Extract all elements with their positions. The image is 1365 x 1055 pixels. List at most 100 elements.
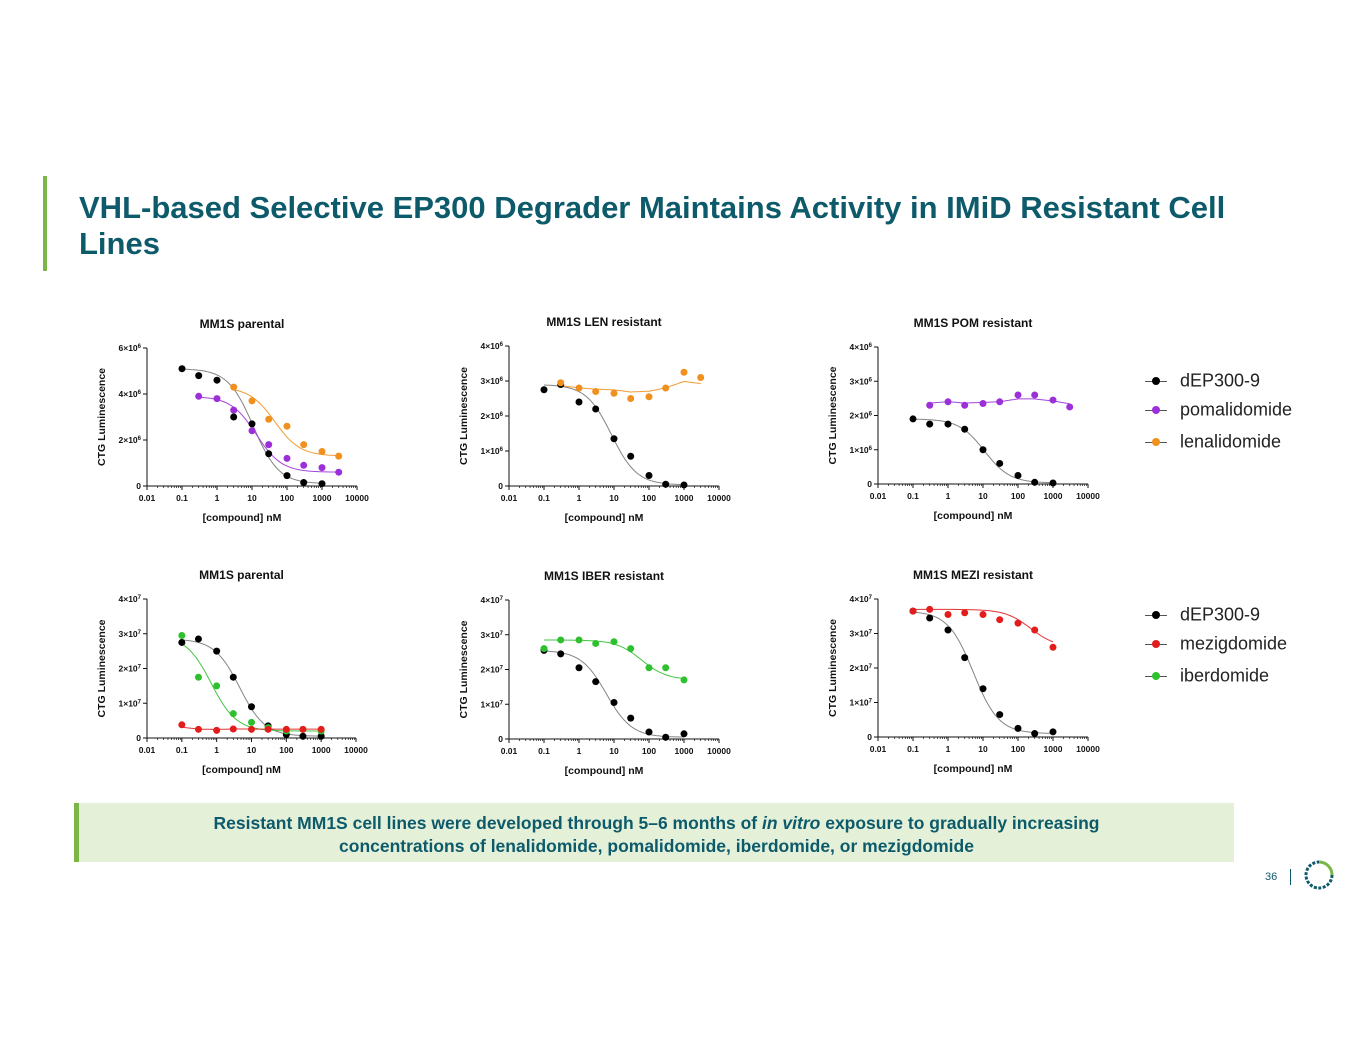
- data-point: [1014, 391, 1022, 399]
- data-point: [300, 479, 308, 487]
- callout-text-part1: Resistant MM1S cell lines were developed…: [213, 813, 762, 833]
- x-axis-label: [compound] nM: [565, 512, 644, 524]
- x-tick-label: 1: [577, 493, 582, 503]
- x-tick-label: 1: [215, 493, 220, 503]
- data-point: [979, 611, 987, 619]
- y-tick-label: 2×106: [481, 411, 504, 421]
- data-point: [961, 609, 969, 617]
- data-point: [645, 472, 653, 479]
- data-point: [610, 699, 618, 707]
- data-point: [645, 728, 653, 736]
- y-tick-label: 2×106: [850, 411, 873, 421]
- data-point: [680, 676, 688, 684]
- y-tick-label: 1×106: [481, 446, 504, 456]
- data-point: [265, 441, 273, 449]
- chart-panel: MM1S IBER resistant 0 1×107 2×107 3×107 4×107…: [458, 569, 731, 777]
- data-point: [557, 636, 565, 644]
- x-tick-label: 1: [946, 491, 951, 501]
- legend-label: iberdomide: [1180, 665, 1270, 686]
- x-tick-label: 1000: [675, 493, 694, 503]
- data-point: [283, 454, 291, 462]
- data-point: [680, 730, 688, 738]
- data-point: [979, 446, 987, 454]
- data-point: [1049, 728, 1057, 736]
- x-tick-label: 10: [609, 493, 619, 503]
- x-tick-label: 10000: [707, 493, 731, 503]
- data-point: [996, 459, 1004, 467]
- data-point: [229, 725, 237, 733]
- data-point: [662, 384, 670, 392]
- fit-curve: [544, 639, 685, 680]
- data-point: [926, 420, 934, 428]
- x-tick-label: 10: [978, 491, 988, 501]
- chart-title: MM1S parental: [200, 317, 285, 331]
- x-tick-label: 1000: [1044, 491, 1063, 501]
- data-point: [961, 425, 969, 433]
- data-point: [195, 392, 203, 400]
- data-point: [979, 685, 987, 693]
- data-point: [282, 725, 290, 733]
- y-tick-label: 1×106: [850, 445, 873, 455]
- y-tick-label: 4×107: [481, 595, 504, 605]
- data-point: [229, 710, 237, 718]
- x-tick-label: 0.01: [139, 493, 156, 503]
- y-tick-label: 4×107: [119, 594, 142, 604]
- data-point: [961, 401, 969, 409]
- chart-title: MM1S parental: [199, 568, 284, 582]
- data-point: [299, 725, 307, 733]
- data-point: [592, 678, 600, 686]
- data-point: [299, 732, 307, 740]
- y-axis-label: CTG Luminescence: [827, 619, 839, 717]
- callout-text-line2: concentrations of lenalidomide, pomalido…: [339, 836, 974, 856]
- fit-curve: [543, 384, 684, 486]
- x-tick-label: 1: [946, 744, 951, 754]
- y-tick-label: 4×106: [119, 389, 142, 399]
- x-tick-label: 10: [247, 745, 257, 755]
- fit-curve: [543, 650, 685, 738]
- callout-text-part2: exposure to gradually increasing: [820, 813, 1100, 833]
- data-point: [909, 415, 917, 423]
- data-point: [1031, 478, 1039, 486]
- x-tick-label: 100: [1011, 491, 1025, 501]
- x-axis-label: [compound] nM: [934, 510, 1013, 522]
- x-tick-label: 0.1: [538, 746, 550, 756]
- x-tick-label: 10: [609, 746, 619, 756]
- data-point: [178, 721, 186, 729]
- x-tick-label: 0.01: [870, 491, 887, 501]
- y-tick-label: 2×107: [119, 664, 142, 674]
- chart-title: MM1S IBER resistant: [544, 569, 664, 583]
- y-tick-label: 3×107: [481, 630, 504, 640]
- data-point: [300, 461, 308, 469]
- y-tick-label: 0: [867, 479, 872, 489]
- x-tick-label: 0.01: [501, 493, 518, 503]
- data-point: [592, 405, 600, 413]
- x-tick-label: 100: [642, 746, 656, 756]
- x-tick-label: 100: [642, 493, 656, 503]
- y-tick-label: 6×106: [119, 343, 142, 353]
- data-point: [318, 464, 326, 472]
- data-point: [1014, 619, 1022, 627]
- data-point: [248, 725, 255, 733]
- data-point: [627, 395, 635, 402]
- data-point: [1014, 471, 1022, 479]
- data-point: [178, 638, 186, 646]
- y-tick-label: 3×107: [850, 629, 873, 639]
- data-point: [540, 386, 548, 394]
- company-logo-icon: [1304, 860, 1334, 890]
- data-point: [335, 452, 343, 460]
- data-point: [557, 379, 565, 387]
- x-tick-label: 1000: [1044, 744, 1063, 754]
- y-axis-label: CTG Luminescence: [827, 366, 839, 464]
- data-point: [248, 397, 256, 405]
- data-point: [1031, 626, 1039, 634]
- data-point: [213, 376, 221, 384]
- data-point: [213, 395, 221, 403]
- data-point: [230, 383, 238, 391]
- data-point: [1014, 724, 1022, 732]
- data-point: [194, 673, 202, 681]
- legend-label: mezigdomide: [1180, 633, 1288, 653]
- data-point: [575, 384, 583, 392]
- x-tick-label: 100: [1011, 744, 1025, 754]
- data-point: [610, 389, 618, 397]
